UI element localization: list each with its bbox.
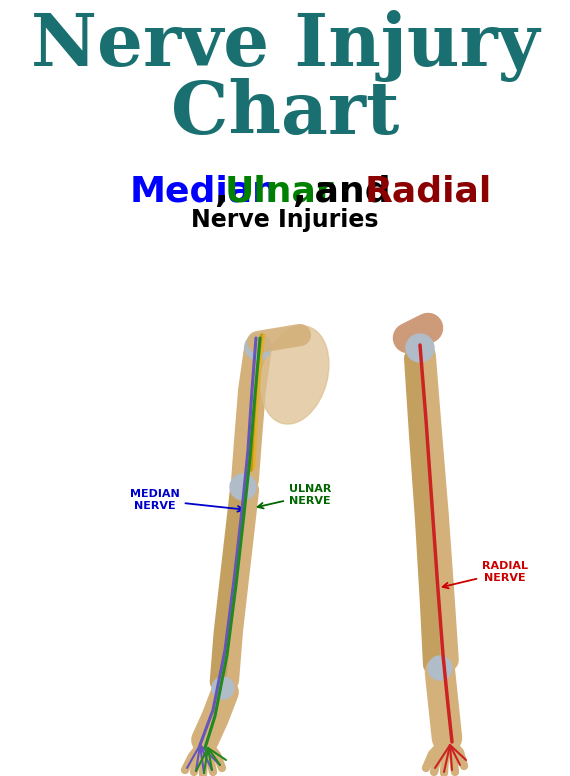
Text: Chart: Chart xyxy=(171,78,399,149)
Text: ,: , xyxy=(214,175,228,209)
Text: Radial: Radial xyxy=(364,175,492,209)
Ellipse shape xyxy=(261,326,329,424)
Text: ULNAR
NERVE: ULNAR NERVE xyxy=(258,484,331,508)
Circle shape xyxy=(428,656,452,680)
Circle shape xyxy=(230,474,256,500)
Text: Median: Median xyxy=(129,175,278,209)
Text: MEDIAN
NERVE: MEDIAN NERVE xyxy=(130,489,243,511)
Text: Ulnar: Ulnar xyxy=(225,175,334,209)
Text: Nerve Injury: Nerve Injury xyxy=(31,10,539,82)
Circle shape xyxy=(406,334,434,362)
Text: RADIAL
NERVE: RADIAL NERVE xyxy=(443,561,528,588)
Text: and: and xyxy=(303,175,404,209)
Text: ,: , xyxy=(292,175,306,209)
Circle shape xyxy=(245,334,271,360)
Circle shape xyxy=(212,677,234,699)
Text: Nerve Injuries: Nerve Injuries xyxy=(192,208,378,232)
